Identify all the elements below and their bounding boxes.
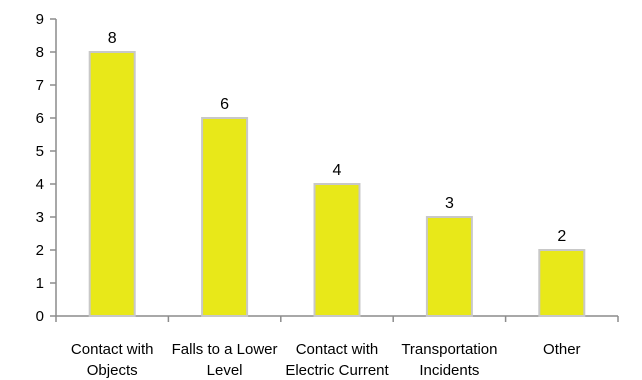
axes — [50, 18, 619, 322]
y-tick-label: 5 — [36, 143, 44, 160]
category-label: Other — [543, 341, 581, 358]
bar — [88, 51, 136, 317]
data-label: 8 — [108, 30, 117, 47]
category-label: Electric Current — [285, 362, 389, 379]
bar — [425, 216, 473, 317]
y-tick-label: 3 — [36, 209, 44, 226]
y-tick-label: 8 — [36, 44, 44, 61]
y-tick-label: 1 — [36, 275, 44, 292]
bar — [201, 117, 249, 317]
y-tick-label: 0 — [36, 308, 44, 325]
category-label: Contact with — [71, 341, 154, 358]
y-tick-label: 7 — [36, 77, 44, 94]
data-label: 3 — [445, 195, 454, 212]
data-label: 6 — [220, 96, 229, 113]
bar — [313, 183, 361, 317]
data-label: 4 — [333, 162, 342, 179]
category-label: Incidents — [419, 362, 479, 379]
category-label: Level — [207, 362, 243, 379]
bar — [538, 249, 586, 317]
category-label: Contact with — [296, 341, 379, 358]
data-label: 2 — [557, 228, 566, 245]
bars — [88, 51, 586, 317]
labels: 0 1 2 3 4 5 6 7 8 9 8 Contact with Objects 6 Falls to … — [36, 11, 581, 379]
y-tick-label: 4 — [36, 176, 44, 193]
category-label: Falls to a Lower — [172, 341, 278, 358]
category-label: Transportation — [401, 341, 497, 358]
category-label: Objects — [87, 362, 138, 379]
y-tick-label: 6 — [36, 110, 44, 127]
y-tick-label: 9 — [36, 11, 44, 28]
y-tick-label: 2 — [36, 242, 44, 259]
